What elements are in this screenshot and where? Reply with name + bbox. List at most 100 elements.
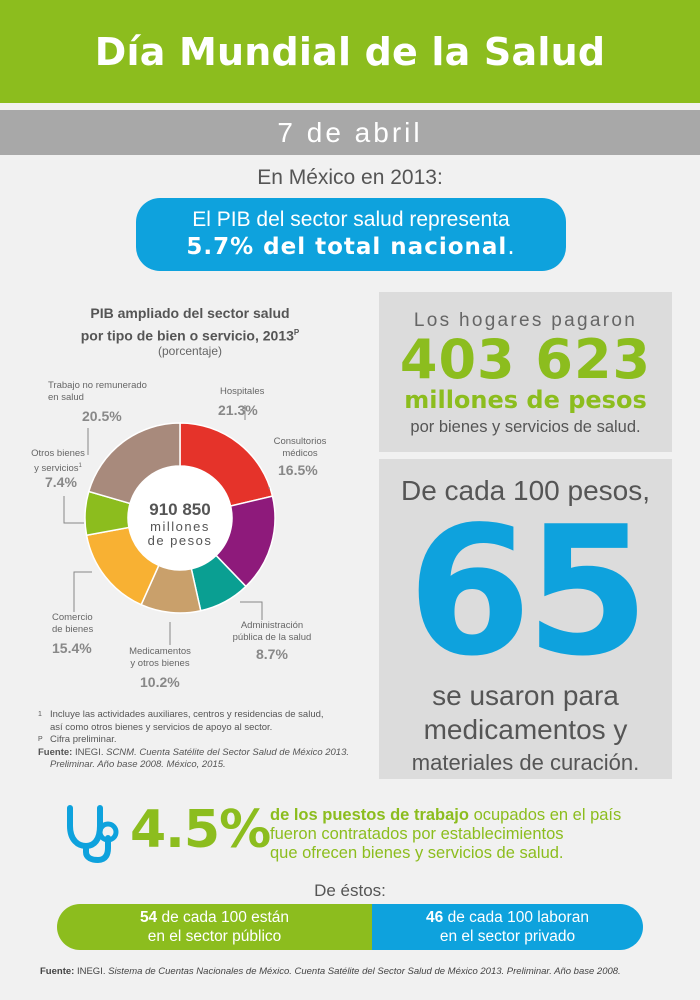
sector-publico-line2: en el sector público xyxy=(147,928,282,945)
pct-admin: 8.7% xyxy=(256,646,288,662)
empleo-line1: de los puestos de trabajo ocupados en el… xyxy=(270,806,670,825)
sector-publico-text-a: de cada 100 están xyxy=(161,909,290,926)
label-consultorios-2: médicos xyxy=(282,448,318,459)
label-admin-2: pública de la salud xyxy=(232,632,312,643)
bottom-source-label: Fuente: xyxy=(40,966,75,977)
chart-source-tail: Preliminar. Año base 2008. México, 2015. xyxy=(50,759,226,770)
label-otros: Otros bienes y servicios1 xyxy=(30,448,86,475)
center-unit-2: de pesos xyxy=(148,533,213,548)
label-admin-1: Administración xyxy=(240,620,304,631)
estos-heading: De éstos: xyxy=(314,881,386,900)
pib-line2: 5.7% del total nacional. xyxy=(136,233,566,261)
sector-split-bar: 54 de cada 100 están en el sector públic… xyxy=(57,904,643,950)
pct-hospitales: 21.3% xyxy=(218,402,258,418)
chart-source-org: INEGI. xyxy=(74,746,104,758)
footnote-1-text-a: Incluye las actividades auxiliares, cent… xyxy=(50,709,324,720)
footnote-1-text-b: así como otros bienes y servicios de apo… xyxy=(50,721,273,733)
footnote-p-text: Cifra preliminar. xyxy=(50,734,117,745)
empleo-text: de los puestos de trabajo ocupados en el… xyxy=(270,806,670,863)
chart-footnotes: 1 Incluye las actividades auxiliares, ce… xyxy=(38,709,363,772)
leader-comercio xyxy=(73,571,92,612)
de-cada-line1: De cada 100 pesos, xyxy=(400,475,651,506)
sector-publico-num: 54 xyxy=(139,909,158,926)
de-cada-line3: se usaron para xyxy=(432,680,619,711)
pib-period: . xyxy=(507,234,516,260)
bottom-source-org: INEGI. xyxy=(76,966,106,977)
chart-source-title: SCNM. Cuenta Satélite del Sector Salud d… xyxy=(106,746,350,758)
chart-title-sup: P xyxy=(293,328,300,337)
slice-comercio xyxy=(85,526,160,606)
center-unit-1: millones xyxy=(150,519,210,534)
pib-line1: El PIB del sector salud representa xyxy=(192,208,510,231)
footnote-1-marker: 1 xyxy=(38,711,42,718)
hogares-unit: millones de pesos xyxy=(404,386,647,414)
chart-subtitle: (porcentaje) xyxy=(157,344,223,358)
hogares-line1: Los hogares pagaron xyxy=(413,310,638,331)
chart-title-line2: por tipo de bien o servicio, 2013P xyxy=(40,323,340,346)
pct-otros: 7.4% xyxy=(45,474,77,490)
label-hospitales: Hospitales xyxy=(220,386,265,397)
slice-admin xyxy=(190,554,247,612)
center-value: 910 850 xyxy=(149,500,210,519)
label-medicamentos-2: y otros bienes xyxy=(130,658,190,669)
empleo-text-a: ocupados en el país xyxy=(473,806,622,824)
label-consultorios-1: Consultorios xyxy=(273,436,327,447)
empleo-line2: fueron contratados por establecimientos xyxy=(270,825,564,843)
label-otros-sup: 1 xyxy=(78,463,82,469)
footnote-p-marker: P xyxy=(38,736,43,743)
pct-medicamentos: 10.2% xyxy=(140,674,180,690)
empleo-strong: de los puestos de trabajo xyxy=(270,806,469,824)
sector-publico-line1: 54 de cada 100 están xyxy=(57,908,372,927)
page-title: Día Mundial de la Salud xyxy=(94,29,606,74)
label-trabajo-2: en salud xyxy=(48,392,84,403)
sector-privado-text-a: de cada 100 laboran xyxy=(447,909,589,926)
label-trabajo-1: Trabajo no remunerado xyxy=(48,380,147,391)
sector-privado-num: 46 xyxy=(426,909,444,926)
label-trabajo: Trabajo no remunerado en salud xyxy=(48,380,160,404)
label-admin: Administración pública de la salud xyxy=(222,620,322,644)
sector-privado-line2: en el sector privado xyxy=(439,928,576,945)
slice-consultorios xyxy=(215,495,276,588)
intro-context: En México en 2013: xyxy=(257,166,443,189)
hogares-line4: por bienes y servicios de salud. xyxy=(410,418,641,436)
leader-otros xyxy=(63,496,84,524)
pib-percent: 5.7% del total nacional xyxy=(186,234,508,260)
chart-source-label: Fuente: xyxy=(38,746,73,758)
label-otros-2: y servicios1 xyxy=(30,460,86,475)
empleo-line3: que ofrecen bienes y servicios de salud. xyxy=(270,844,564,862)
chart-source: Fuente: INEGI. SCNM. Cuenta Satélite del… xyxy=(38,747,363,772)
label-consultorios: Consultorios médicos xyxy=(268,436,332,460)
hogares-panel: Los hogares pagaron 403 623 millones de … xyxy=(379,292,672,452)
label-otros-2-text: y servicios xyxy=(34,463,79,475)
label-comercio-2: de bienes xyxy=(52,624,94,635)
label-medicamentos: Medicamentos y otros bienes xyxy=(120,646,200,670)
footnote-p: P Cifra preliminar. xyxy=(38,734,363,747)
chart-title-line1: PIB ampliado del sector salud xyxy=(90,305,290,321)
empleo-percent: 4.5% xyxy=(130,800,271,860)
label-comercio-1: Comercio xyxy=(52,612,93,623)
label-comercio: Comercio de bienes xyxy=(52,612,93,636)
de-cada-number: 65 xyxy=(407,488,650,695)
slice-otros xyxy=(84,490,131,537)
de-cada-line5: materiales de curación. xyxy=(411,750,640,775)
slice-trabajo xyxy=(87,422,181,505)
date-banner: 7 de abril xyxy=(0,110,700,155)
sector-privado: 46 de cada 100 laboran en el sector priv… xyxy=(372,904,643,950)
de-cada-panel: De cada 100 pesos, 65 se usaron para med… xyxy=(379,459,672,779)
pib-highlight: El PIB del sector salud representa 5.7% … xyxy=(136,198,566,271)
slice-medicamentos xyxy=(140,564,202,614)
sector-publico: 54 de cada 100 están en el sector públic… xyxy=(57,904,372,950)
chart-title: PIB ampliado del sector salud por tipo d… xyxy=(40,304,340,346)
pct-consultorios: 16.5% xyxy=(278,462,318,478)
bottom-source-text: Sistema de Cuentas Nacionales de México.… xyxy=(108,966,621,977)
donut-hole xyxy=(128,466,232,570)
date-text: 7 de abril xyxy=(277,116,423,148)
label-medicamentos-1: Medicamentos xyxy=(129,646,191,657)
hogares-amount: 403 623 xyxy=(399,328,652,391)
de-cada-line4: medicamentos y xyxy=(423,714,628,745)
title-banner: Día Mundial de la Salud xyxy=(0,0,700,103)
slice-hospitales xyxy=(179,422,274,507)
label-otros-1: Otros bienes xyxy=(31,448,85,459)
chart-title-line2-text: por tipo de bien o servicio, 2013 xyxy=(80,327,294,344)
bottom-source: Fuente: INEGI. Sistema de Cuentas Nacion… xyxy=(40,966,680,977)
